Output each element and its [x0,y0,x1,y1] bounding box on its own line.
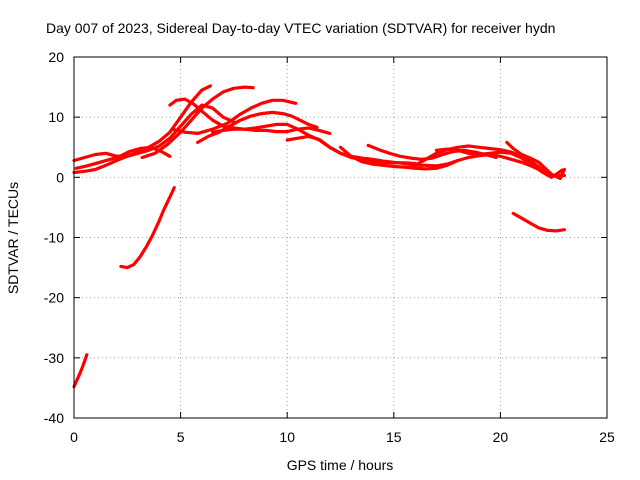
x-tick-labels: 0 5 10 15 20 25 [70,429,615,445]
y-tick-label: -20 [44,290,64,306]
axis-ticks [73,56,608,419]
plot-frame [73,56,608,419]
x-axis-label: GPS time / hours [287,457,394,473]
series-line-arc-1 [72,353,89,389]
series-line-arc-17 [511,211,567,233]
x-tick-label: 20 [493,429,509,445]
data-series-group [72,84,567,389]
series-line-arc-8 [170,98,298,135]
y-tick-labels: -40 -30 -20 -10 0 10 20 [44,49,64,426]
series-line-arc-14 [413,144,564,178]
x-tick-label: 5 [177,429,185,445]
series-line-arc-5 [74,145,172,170]
y-tick-label: -10 [44,230,64,246]
series-line-arc-11 [285,134,567,178]
chart-title: Day 007 of 2023, Sidereal Day-to-day VTE… [46,20,555,36]
series-line-arc-2 [119,186,176,270]
y-tick-label: -40 [44,410,64,426]
x-tick-label: 25 [599,429,615,445]
series-line-arc-13 [366,143,498,161]
series-line-arc-6 [140,85,255,160]
y-tick-label: -30 [44,350,64,366]
x-tick-label: 10 [279,429,295,445]
y-tick-label: 20 [48,49,64,65]
series-line-arc-16 [505,140,567,181]
y-tick-label: 10 [48,109,64,125]
x-tick-label: 0 [70,429,78,445]
x-tick-label: 15 [386,429,402,445]
grid-lines [74,57,607,418]
series-line-arc-15 [434,147,554,179]
y-axis-label: SDTVAR / TECUs [5,182,21,294]
y-tick-label: 0 [56,169,64,185]
series-line-arc-12 [338,145,460,171]
